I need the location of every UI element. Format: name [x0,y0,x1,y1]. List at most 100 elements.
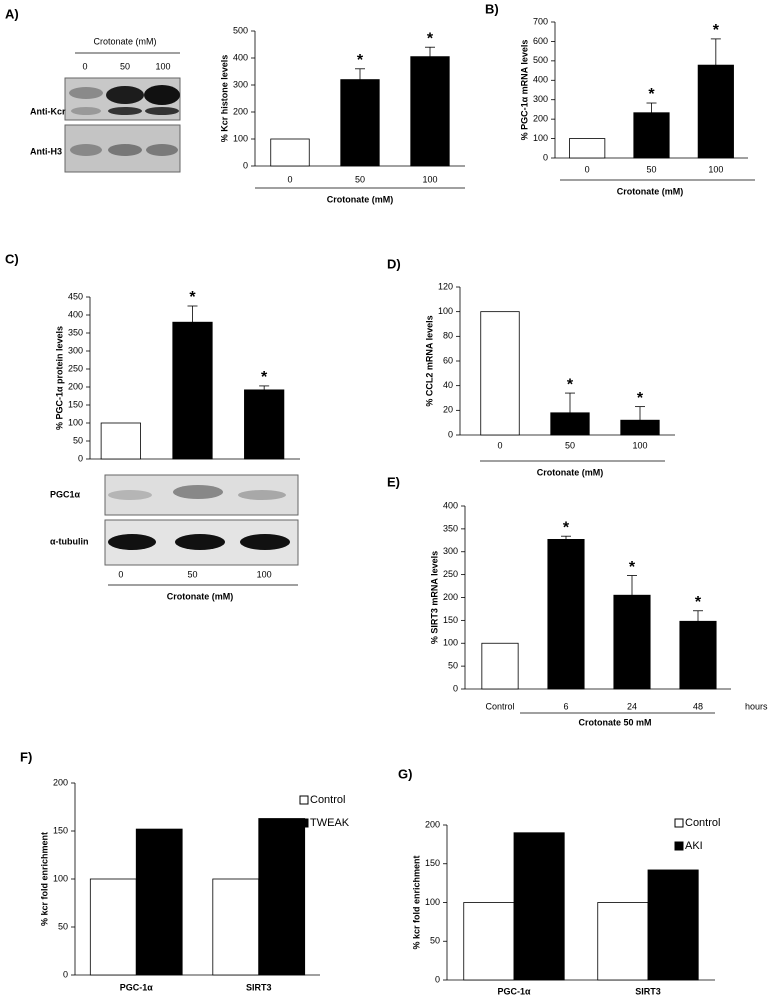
panel-label: B) [485,1,499,16]
y-tick-label: 100 [53,873,68,883]
panel-label: F) [20,749,32,764]
significance-star: * [713,22,720,39]
y-tick-label: 700 [533,16,548,26]
y-tick-label: 400 [443,500,458,510]
bar [513,832,565,981]
y-tick-label: 0 [63,969,68,979]
y-tick-label: 80 [443,331,453,341]
x-axis-label: Crotonate (mM) [327,194,394,204]
blot-c: PGC1α α-tubulin [50,474,299,566]
x-tick-label: 0 [585,164,590,174]
y-tick-label: 500 [233,25,248,35]
legend-swatch [299,818,309,828]
x-tick-label: 100 [422,174,437,184]
bar [647,869,699,981]
significance-star: * [427,30,434,47]
significance-star: * [563,519,570,536]
significance-star: * [648,86,655,103]
bar [547,538,585,690]
x-tick-label: 50 [355,174,365,184]
x-tick-label: 24 [627,701,637,711]
y-axis-label: % kcr fold enrichment [411,855,421,949]
panel-label: E) [387,474,400,489]
panel-label: C) [5,251,19,266]
x-tick-label: 6 [563,701,568,711]
blot-row-label: Anti-Kcr [30,106,66,116]
y-tick-label: 60 [443,355,453,365]
y-tick-label: 300 [443,546,458,556]
x-tick-label: SIRT3 [246,982,272,992]
x-tick-label: 50 [565,440,575,450]
y-tick-label: 200 [425,819,440,829]
blot-a: Crotonate (mM) 0 50 100 Anti-Kcr Anti-H3 [30,36,181,173]
y-tick-label: 0 [543,152,548,162]
bar [697,64,734,159]
bar [89,878,137,976]
x-note: hours [745,701,768,711]
significance-star: * [189,289,196,306]
significance-star: * [629,559,636,576]
y-tick-label: 150 [68,399,83,409]
panel-label: A) [5,6,19,21]
y-tick-label: 200 [533,114,548,124]
y-tick-label: 600 [533,36,548,46]
y-axis-label: % kcr fold enrichment [39,832,49,926]
x-tick-label: 100 [632,440,647,450]
bar [244,389,285,460]
bar [258,818,306,976]
x-axis-label: Crotonate 50 mM [578,717,651,727]
bar [135,828,183,976]
bar [410,56,450,167]
x-axis-label: Crotonate (mM) [617,186,684,196]
x-tick-label: 0 [118,569,123,579]
y-tick-label: 200 [68,381,83,391]
x-tick-label: 0 [287,174,292,184]
x-tick-label: 100 [708,164,723,174]
y-tick-label: 40 [443,380,453,390]
y-tick-label: 20 [443,405,453,415]
y-tick-label: 100 [438,306,453,316]
blot-row-label: Anti-H3 [30,146,62,156]
legend-label: AKI [685,840,703,852]
x-tick-label: PGC-1α [120,982,154,992]
legend-swatch [674,818,684,828]
x-axis-label: Crotonate (mM) [167,591,234,601]
panel-label: D) [387,256,401,271]
bar [480,311,520,436]
y-tick-label: 250 [68,363,83,373]
bar [613,594,651,690]
y-tick-label: 150 [53,825,68,835]
y-tick-label: 300 [233,79,248,89]
y-tick-label: 0 [435,974,440,984]
bar [620,419,660,436]
significance-star: * [637,390,644,407]
x-axis-label: Crotonate (mM) [537,467,604,477]
legend-label: TWEAK [310,817,350,829]
bar [340,79,380,167]
y-tick-label: 200 [53,777,68,787]
y-tick-label: 350 [443,523,458,533]
legend-label: Control [310,794,345,806]
y-axis-label: % CCL2 mRNA levels [424,315,434,406]
y-axis-label: % SIRT3 mRNA levels [429,551,439,644]
y-tick-label: 0 [78,453,83,463]
y-tick-label: 400 [68,309,83,319]
y-tick-label: 100 [233,133,248,143]
x-tick-label: PGC-1α [497,986,531,996]
bar [212,878,260,976]
x-tick-label: 100 [257,569,272,579]
bar [633,112,670,159]
blot-row-label: α-tubulin [50,536,89,546]
y-tick-label: 0 [448,429,453,439]
bar [270,138,310,167]
y-tick-label: 200 [443,592,458,602]
y-tick-label: 50 [430,936,440,946]
y-tick-label: 100 [443,638,458,648]
significance-star: * [695,594,702,611]
y-tick-label: 100 [68,417,83,427]
y-tick-label: 150 [425,858,440,868]
y-tick-label: 120 [438,281,453,291]
bar [481,642,519,690]
y-tick-label: 50 [58,921,68,931]
